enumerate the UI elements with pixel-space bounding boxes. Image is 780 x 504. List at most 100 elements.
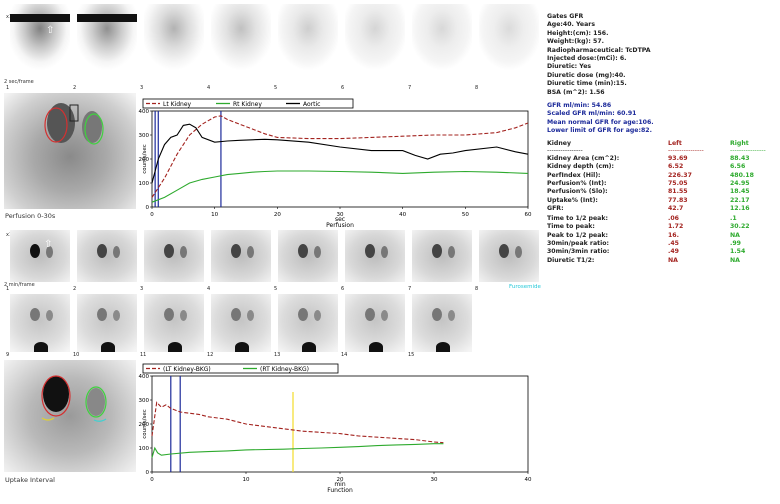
table-dashes-left: ----------------	[668, 147, 704, 154]
y-tick-label: 400	[139, 374, 150, 380]
table-row-label: Diuretic T1/2:	[547, 256, 595, 264]
scan-frame	[77, 294, 137, 352]
y-tick-label: 400	[139, 109, 150, 115]
frame-number: 4	[207, 286, 211, 292]
frame-number: 2	[73, 286, 77, 292]
series-line	[151, 170, 529, 203]
table-row-left: .45	[668, 239, 679, 247]
patient-info-line: Diuretic time (min):15.	[547, 80, 627, 88]
perfusion-chart: Lt Kidney Rt Kidney Aortic 0 100 200 300 400 0 10…	[138, 97, 538, 229]
series-line	[151, 115, 529, 198]
scan-frame	[412, 230, 472, 282]
patient-info-line: Diuretic dose (mg):40.	[547, 71, 626, 79]
series-line	[151, 401, 444, 444]
x-tick-label: 50	[462, 212, 469, 218]
x-tick-label: 30	[431, 477, 438, 483]
table-row-right: .99	[730, 239, 741, 247]
scan-frame	[211, 230, 271, 282]
table-row-right: 1.54	[730, 248, 746, 256]
table-row-label: GFR:	[547, 204, 564, 212]
scan-frame	[144, 4, 204, 74]
frame-number: 8	[475, 286, 479, 292]
table-row-label: Time to peak:	[547, 223, 595, 231]
x-tick-label: 0	[150, 212, 154, 218]
x-tick-label: 0	[150, 477, 154, 483]
legend-label: Rt Kidney	[233, 101, 262, 108]
x-axis-label: min	[334, 481, 346, 488]
left-kidney-roi	[44, 107, 68, 143]
x-tick-label: 20	[337, 477, 344, 483]
scan-frame	[77, 4, 137, 74]
table-header-left: Left	[668, 140, 682, 147]
gfr-summary-line: Scaled GFR ml/min: 60.91	[547, 110, 637, 118]
uptake-image	[4, 360, 136, 472]
table-row-left: .06	[668, 215, 679, 222]
table-row-right: 12.16	[730, 204, 750, 212]
table-row-label: PerfIndex (Hil):	[547, 171, 601, 179]
scan-frame	[345, 4, 405, 74]
table-row-right: 6.56	[730, 163, 746, 171]
uptake-caption: Uptake Interval	[5, 476, 55, 484]
frame-number: 7	[408, 85, 412, 91]
x-tick-label: 40	[399, 212, 406, 218]
table-row-left: 226.37	[668, 171, 692, 179]
patient-info-line: Weight:(kg): 57.	[547, 38, 604, 46]
scan-frame	[479, 230, 539, 282]
frame-rate-label-2: 2 min/frame	[4, 282, 35, 288]
table-row-left: 6.52	[668, 163, 684, 171]
x-tick-label: 10	[243, 477, 250, 483]
right-bkg-roi	[93, 418, 107, 422]
x-tick-label: 30	[337, 212, 344, 218]
plot-frame	[151, 375, 529, 473]
frame-number: 9	[6, 352, 10, 358]
arrow-icon: ⇧	[44, 239, 53, 250]
table-row-label: Time to 1/2 peak:	[547, 215, 608, 222]
frame-number: 11	[140, 352, 147, 358]
table-dashes: ----------------	[547, 147, 583, 154]
y-tick-label: 100	[139, 446, 150, 452]
frame-number: 5	[274, 85, 278, 91]
y-tick-label: 200	[139, 422, 150, 428]
table-row-left: 77.83	[668, 196, 688, 204]
arrow-icon: ⇧	[46, 25, 55, 36]
frame-number: 13	[274, 352, 281, 358]
scan-frame	[412, 294, 472, 352]
table-row-label: Peak to 1/2 peak:	[547, 231, 608, 239]
scan-frame	[144, 294, 204, 352]
table-row-label: 30min/peak ratio:	[547, 239, 609, 247]
x-tick-label: 20	[274, 212, 281, 218]
scan-frame	[144, 230, 204, 282]
legend-label: Lt Kidney	[163, 101, 192, 108]
frame-number: 6	[341, 85, 345, 91]
table-row-left: 1.72	[668, 223, 684, 231]
table-row-left: .49	[668, 248, 679, 256]
y-tick-label: 100	[139, 181, 150, 187]
frame-number: 7	[408, 286, 412, 292]
right-kidney-roi	[84, 113, 104, 145]
y-tick-label: 0	[146, 205, 150, 211]
frame-number: 15	[408, 352, 415, 358]
table-row-left: 42.7	[668, 204, 684, 212]
x-tick-label: 60	[525, 212, 532, 218]
table-row-left: 93.69	[668, 155, 688, 162]
right-kidney-roi-2	[85, 386, 107, 418]
table-row-right: 480.18	[730, 171, 754, 179]
scan-frame	[345, 230, 405, 282]
table-row-label: Uptake% (Int):	[547, 196, 598, 204]
frame-number: 1	[6, 85, 10, 91]
table-row-left: 16.	[668, 231, 679, 239]
patient-info-line: Injected dose:(mCi): 6.	[547, 55, 627, 62]
patient-info-line: BSA (m^2): 1.56	[547, 88, 605, 96]
table-row-label: Perfusion% (Int):	[547, 179, 607, 187]
table-row-right: 22.17	[730, 196, 750, 204]
scan-frame	[10, 294, 70, 352]
chart-subtitle: Perfusion	[326, 222, 354, 227]
frame-number: 10	[73, 352, 80, 358]
patient-info-line: Age:40. Years	[547, 21, 596, 29]
patient-info-line: Height:(cm): 156.	[547, 29, 609, 37]
scan-frame	[77, 230, 137, 282]
table-row-right: 24.95	[730, 179, 750, 187]
frame-number: 6	[341, 286, 345, 292]
frame-number: 14	[341, 352, 348, 358]
table-row-left: 81.55	[668, 188, 688, 196]
